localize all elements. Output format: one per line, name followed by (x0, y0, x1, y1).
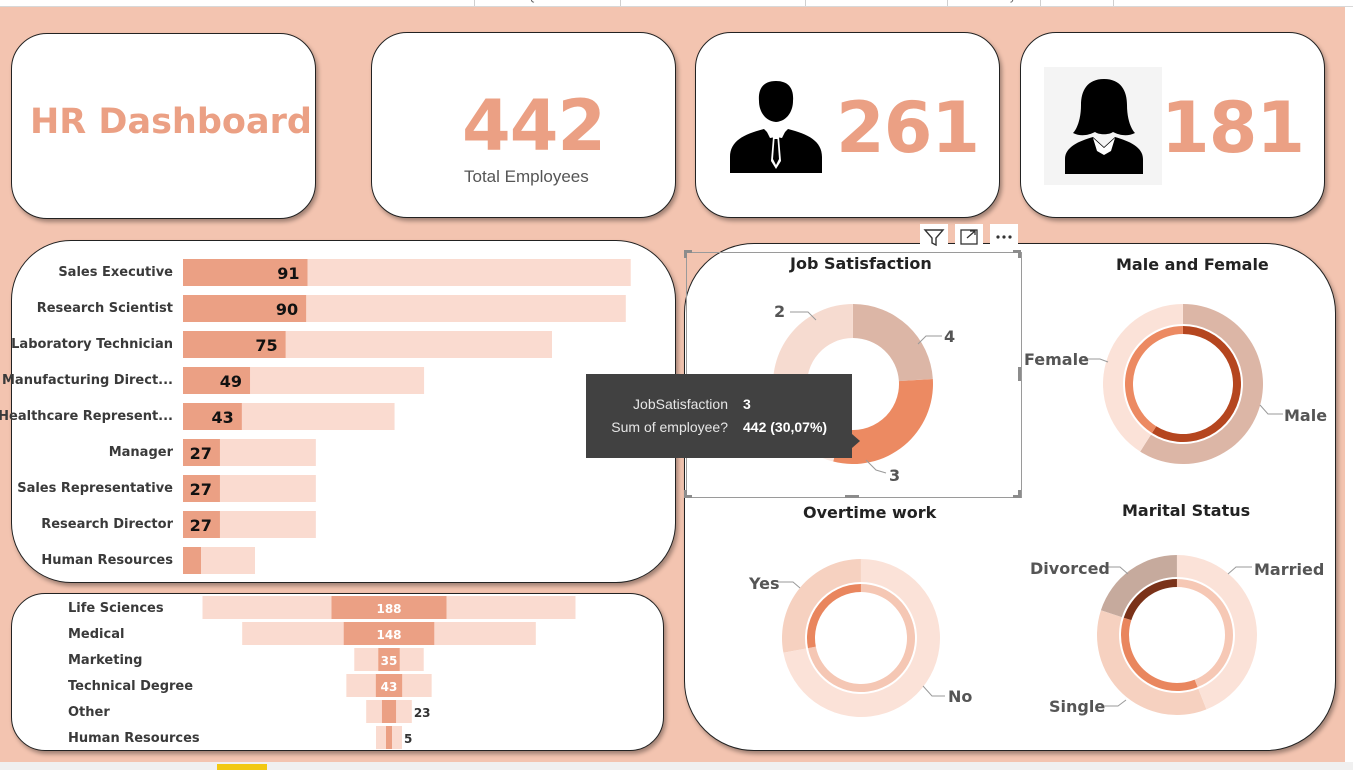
more-options-icon (996, 235, 1012, 239)
marital-label-divorced: Divorced (1030, 559, 1110, 578)
total-employees-card[interactable]: 442 Total Employees (371, 32, 676, 218)
ribbon-data[interactable]: Data (246, 0, 269, 3)
dashboard-title: HR Dashboard (30, 102, 312, 142)
page-tabs-bar (0, 762, 1353, 770)
female-count-card[interactable]: 181 (1020, 32, 1325, 218)
ribbon-separator (620, 0, 621, 6)
total-employees-label: Total Employees (464, 167, 589, 186)
ribbon-separator (1113, 0, 1114, 6)
job-satisfaction-title: Job Satisfaction (790, 254, 932, 273)
marital-chart-title: Marital Status (1122, 501, 1251, 520)
ribbon-separator (947, 0, 948, 6)
marital-label-single: Single (1049, 697, 1106, 716)
gender-label-male: Male (1284, 406, 1328, 425)
ribbon-bar: Data Queries Insert Calculations Sensiti… (0, 0, 1353, 7)
male-count-card[interactable]: 261 (695, 32, 1000, 218)
ribbon-queries[interactable]: Queries (527, 0, 566, 3)
gender-chart-title: Male and Female (1116, 255, 1269, 274)
tooltip-value-1: 3 (743, 396, 751, 412)
resize-handle[interactable] (684, 250, 692, 253)
job-role-chart-card (11, 240, 676, 583)
canvas-margin (1345, 7, 1353, 770)
marital-label-married: Married (1254, 560, 1325, 579)
resize-handle[interactable] (1013, 250, 1021, 253)
ribbon-calculations[interactable]: Calculations (843, 0, 903, 3)
resize-handle[interactable] (1013, 495, 1021, 498)
tooltip-key-2: Sum of employee? (611, 419, 728, 435)
education-field-chart-card (11, 593, 664, 751)
more-options-button[interactable] (990, 224, 1018, 250)
focus-mode-button[interactable] (955, 224, 983, 250)
resize-handle[interactable] (1018, 490, 1021, 498)
ribbon-insert[interactable]: Insert (697, 0, 725, 3)
ribbon-separator (805, 0, 806, 6)
resize-handle[interactable] (684, 495, 692, 498)
job-satisfaction-label-2: 2 (774, 302, 786, 321)
total-employees-value: 442 (462, 85, 606, 167)
ribbon-separator (474, 0, 475, 6)
chart-tooltip: JobSatisfaction 3 Sum of employee? 442 (… (586, 374, 852, 458)
female-count-value: 181 (1161, 87, 1305, 169)
title-card: HR Dashboard (11, 33, 316, 219)
ribbon-separator (1040, 0, 1041, 6)
female-person-icon (1065, 79, 1143, 174)
resize-handle[interactable] (1018, 367, 1021, 381)
page-tab-active[interactable] (217, 764, 267, 770)
resize-handle[interactable] (684, 250, 687, 258)
overtime-chart-title: Overtime work (803, 503, 937, 522)
resize-handle[interactable] (845, 495, 859, 498)
tooltip-value-2: 442 (30,07%) (743, 419, 828, 435)
resize-handle[interactable] (684, 490, 687, 498)
resize-handle[interactable] (1018, 250, 1021, 258)
job-satisfaction-label-3: 3 (889, 466, 901, 485)
filter-button[interactable] (920, 224, 948, 250)
tooltip-key-1: JobSatisfaction (633, 396, 728, 412)
filter-icon (923, 229, 945, 247)
overtime-label-no: No (948, 687, 973, 706)
gender-label-female: Female (1024, 350, 1089, 369)
job-satisfaction-label-4: 4 (944, 327, 956, 346)
male-person-icon (730, 81, 822, 173)
ribbon-share[interactable]: Share (1061, 0, 1090, 3)
focus-mode-icon (960, 229, 978, 245)
male-count-value: 261 (836, 87, 980, 169)
ribbon-sensitivity[interactable]: Sensitivity (966, 0, 1016, 3)
overtime-label-yes: Yes (749, 574, 780, 593)
tooltip-pointer (852, 434, 860, 448)
